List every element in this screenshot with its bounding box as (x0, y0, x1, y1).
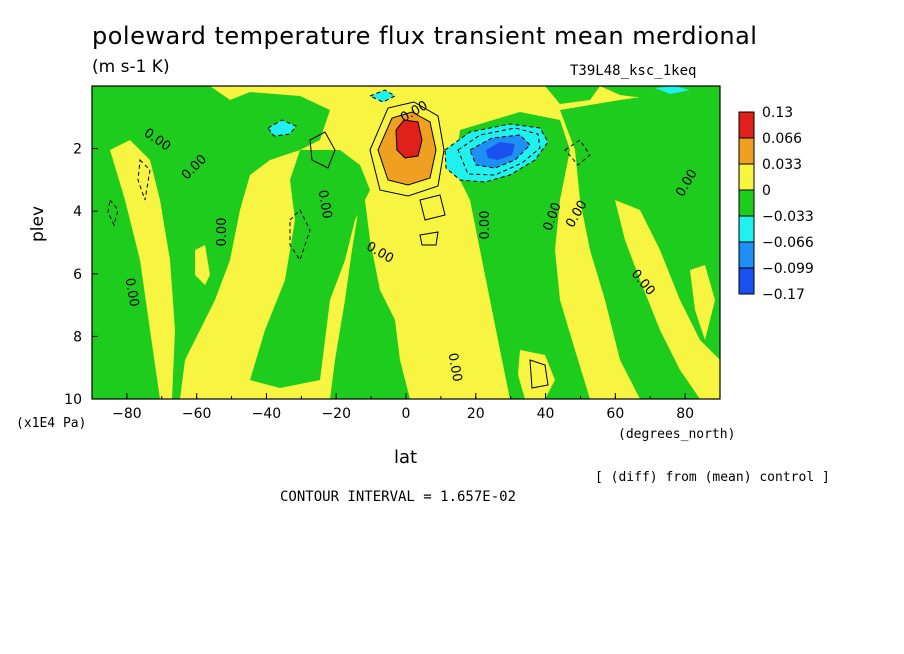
y-tick-label: 10 (64, 392, 82, 408)
legend-swatch (738, 137, 755, 165)
x-tick-label: −40 (252, 406, 282, 422)
legend-swatch (738, 189, 755, 217)
contour-line-negative (469, 134, 531, 169)
x-axis-label: lat (394, 447, 418, 468)
legend-swatch (738, 215, 755, 243)
x-tick-label: 40 (537, 406, 555, 422)
x-tick-label: 60 (606, 406, 624, 422)
contour-label: 0.00 (215, 218, 230, 247)
x-tick-label: 0 (402, 406, 411, 422)
fill-region-positive (615, 200, 720, 399)
chart-units: (m s-1 K) (92, 57, 170, 77)
fill-region-positive (690, 265, 715, 340)
contour-line-positive (395, 119, 423, 159)
contour-line-negative (368, 89, 397, 103)
contour-line-negative (457, 127, 541, 176)
legend-label: 0 (762, 183, 771, 199)
legend-label: 0.033 (762, 157, 802, 173)
fill-region-red (396, 120, 422, 158)
legend-swatch (738, 267, 755, 295)
contour-line-negative (444, 123, 549, 183)
filled-contours (92, 86, 720, 399)
x-axis-units: (degrees_north) (618, 427, 736, 442)
fill-region-negative (250, 150, 370, 388)
fill-region-positive (110, 140, 175, 399)
x-tick-label: −80 (112, 406, 142, 422)
difference-note: [ (diff) from (mean) control ] (595, 470, 830, 485)
contour-line-positive (377, 111, 437, 186)
legend-label: 0.13 (762, 105, 793, 121)
legend-label: 0.066 (762, 131, 802, 147)
contour-interval: CONTOUR INTERVAL = 1.657E-02 (280, 489, 517, 505)
fill-region-positive (195, 245, 210, 285)
fill-region-negative (325, 170, 410, 399)
fill-region-positive (518, 350, 555, 399)
x-tick-label: −60 (182, 406, 212, 422)
contour-line-negative (267, 119, 297, 137)
legend-swatch (738, 111, 755, 139)
contour-line-positive (369, 101, 445, 197)
x-tick-label: 80 (676, 406, 694, 422)
fill-region-cyan-patch (370, 90, 395, 102)
fill-region-negative (600, 86, 720, 100)
contour-line-negative (564, 139, 591, 166)
contour-line-negative (137, 158, 151, 201)
chart-title: poleward temperature flux transient mean… (92, 22, 758, 50)
y-axis-units: (x1E4 Pa) (16, 416, 87, 431)
x-tick-label: −20 (321, 406, 351, 422)
contour-label: 0.00 (445, 352, 465, 383)
contour-label: 0.00 (478, 211, 493, 240)
x-tick-label: 20 (467, 406, 485, 422)
contour-line-negative (289, 209, 311, 262)
fill-region-cyan-patch (655, 86, 690, 94)
contour-lines (309, 101, 549, 389)
contour-label: 0.00 (122, 277, 142, 308)
y-tick-label: 2 (73, 142, 82, 158)
color-legend: 0.13 0.066 0.033 0 −0.033 −0.066 −0.099 −0.17 (738, 105, 814, 303)
fill-region-darkblue (486, 142, 515, 160)
legend-label: −0.099 (762, 261, 814, 277)
y-tick-label: 6 (73, 267, 82, 283)
y-tick-label: 4 (73, 204, 82, 220)
legend-swatch (738, 241, 755, 269)
legend-label: −0.066 (762, 235, 814, 251)
fill-region-negative (455, 112, 590, 399)
legend-label: −0.17 (762, 287, 805, 303)
contour-line-negative (107, 198, 119, 227)
contour-label: 0.00 (315, 189, 335, 220)
contour-line-positive (309, 131, 336, 169)
fill-region-negative (545, 86, 600, 104)
contour-line-positive (419, 231, 439, 246)
contour-lines-negative (107, 89, 591, 262)
legend-swatch (738, 163, 755, 191)
y-tick-label: 8 (73, 329, 82, 345)
legend-label: −0.033 (762, 209, 814, 225)
contour-line-positive (419, 194, 446, 221)
x-axis: −80 −60 −40 −20 0 20 40 60 80 (91, 393, 721, 422)
fill-region-positive (238, 230, 285, 330)
contour-line-positive (529, 359, 549, 389)
y-axis: 2 4 6 8 10 (64, 142, 98, 408)
run-id: T39L48_ksc_1keq (570, 63, 697, 79)
